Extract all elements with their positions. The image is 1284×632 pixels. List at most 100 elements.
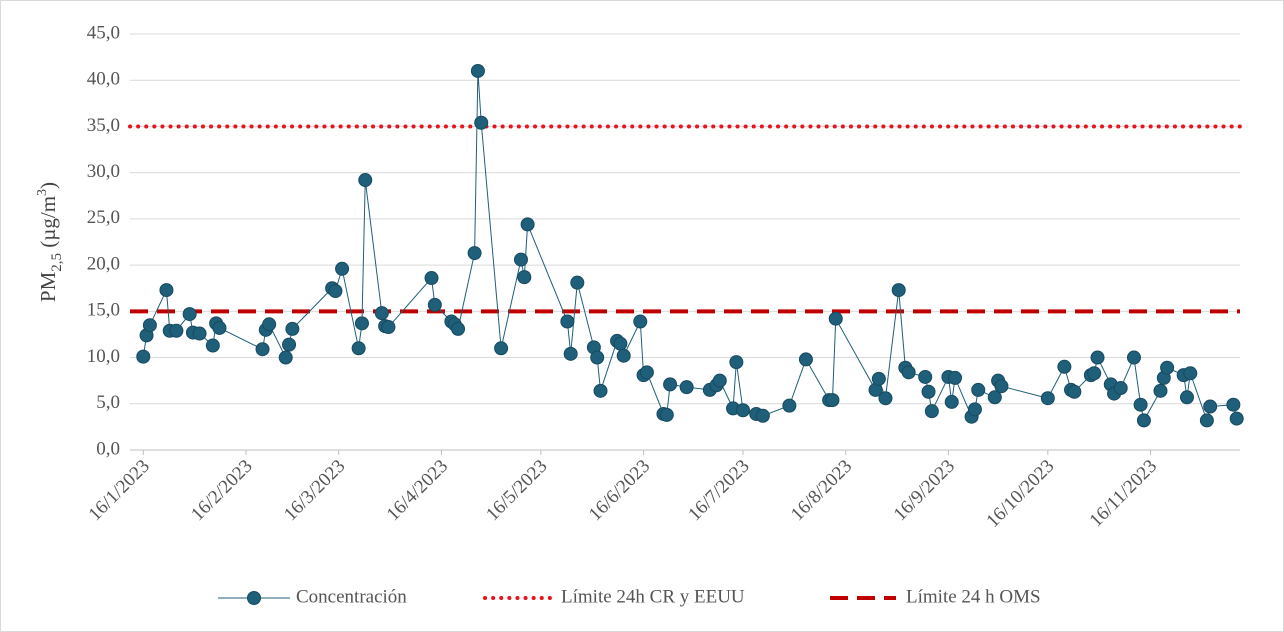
legend-label: Concentración: [296, 586, 407, 607]
data-point: [424, 271, 439, 286]
data-point: [901, 365, 916, 380]
y-label-sub: 2,5: [49, 253, 65, 272]
data-point: [1203, 399, 1218, 414]
legend-marker: [247, 591, 261, 605]
data-point: [328, 283, 343, 298]
y-tick-label: 45,0: [87, 22, 120, 43]
data-point: [1199, 413, 1214, 428]
data-point: [1113, 381, 1128, 396]
data-point: [1067, 384, 1082, 399]
data-point: [891, 283, 906, 298]
data-point: [639, 365, 654, 380]
data-point: [374, 306, 389, 321]
data-point: [381, 320, 396, 335]
data-point: [282, 337, 297, 352]
y-tick-label: 35,0: [87, 115, 120, 136]
y-tick-label: 40,0: [87, 69, 120, 90]
data-point: [782, 398, 797, 413]
data-point: [1229, 411, 1244, 426]
data-point: [182, 307, 197, 322]
data-point: [1153, 383, 1168, 398]
data-point: [1179, 390, 1194, 405]
data-point: [517, 270, 532, 285]
data-point: [192, 326, 207, 341]
data-point: [494, 341, 509, 356]
data-point: [1160, 360, 1175, 375]
data-point: [159, 283, 174, 298]
data-point: [994, 379, 1009, 394]
data-point: [1183, 366, 1198, 381]
data-point: [262, 317, 277, 332]
y-tick-label: 15,0: [87, 300, 120, 321]
data-point: [755, 408, 770, 423]
data-point: [205, 338, 220, 353]
data-point: [1090, 350, 1105, 365]
data-point: [427, 297, 442, 312]
data-point: [358, 173, 373, 188]
data-point: [871, 371, 886, 386]
y-axis-label: PM2,5 (µg/m3): [35, 182, 66, 302]
data-point: [520, 217, 535, 232]
data-point: [590, 350, 605, 365]
data-point: [354, 316, 369, 331]
data-point: [798, 352, 813, 367]
data-point: [560, 314, 575, 329]
data-point: [563, 346, 578, 361]
data-point: [1040, 391, 1055, 406]
y-label-end: ): [36, 182, 60, 189]
data-point: [967, 402, 982, 417]
y-label-text: (µg/m: [36, 196, 60, 253]
legend-label: Límite 24 h OMS: [906, 586, 1041, 607]
data-point: [735, 403, 750, 418]
data-point: [1133, 397, 1148, 412]
data-point: [212, 320, 227, 335]
y-label-main: PM: [36, 271, 60, 302]
data-point: [1057, 359, 1072, 374]
data-point: [1136, 413, 1151, 428]
data-point: [616, 348, 631, 363]
data-point: [513, 252, 528, 267]
data-point: [948, 370, 963, 385]
data-point: [918, 369, 933, 384]
data-point: [335, 261, 350, 276]
data-point: [142, 318, 157, 333]
data-point: [828, 311, 843, 326]
data-point: [944, 394, 959, 409]
data-point: [971, 382, 986, 397]
data-point: [570, 275, 585, 290]
data-point: [470, 63, 485, 78]
data-point: [136, 349, 151, 364]
y-tick-label: 20,0: [87, 253, 120, 274]
y-tick-label: 10,0: [87, 346, 120, 367]
data-point: [255, 342, 270, 357]
data-point: [278, 350, 293, 365]
data-point: [924, 404, 939, 419]
data-point: [729, 355, 744, 370]
data-point: [613, 336, 628, 351]
y-tick-label: 0,0: [96, 438, 120, 459]
y-tick-label: 5,0: [96, 392, 120, 413]
data-point: [1126, 350, 1141, 365]
data-point: [663, 377, 678, 392]
data-point: [921, 384, 936, 399]
data-point: [169, 323, 184, 338]
data-point: [633, 314, 648, 329]
data-point: [285, 321, 300, 336]
data-point: [1226, 397, 1241, 412]
data-point: [659, 407, 674, 422]
y-label-sup: 3: [35, 189, 50, 196]
y-tick-label: 25,0: [87, 207, 120, 228]
data-point: [987, 390, 1002, 405]
data-point: [593, 383, 608, 398]
data-point: [451, 321, 466, 336]
data-point: [878, 391, 893, 406]
data-point: [474, 115, 489, 130]
data-point: [825, 393, 840, 408]
data-point: [351, 341, 366, 356]
y-tick-label: 30,0: [87, 161, 120, 182]
data-point: [1087, 366, 1102, 381]
legend-label: Límite 24h CR y EEUU: [561, 586, 745, 607]
data-point: [679, 380, 694, 395]
data-point: [467, 246, 482, 261]
